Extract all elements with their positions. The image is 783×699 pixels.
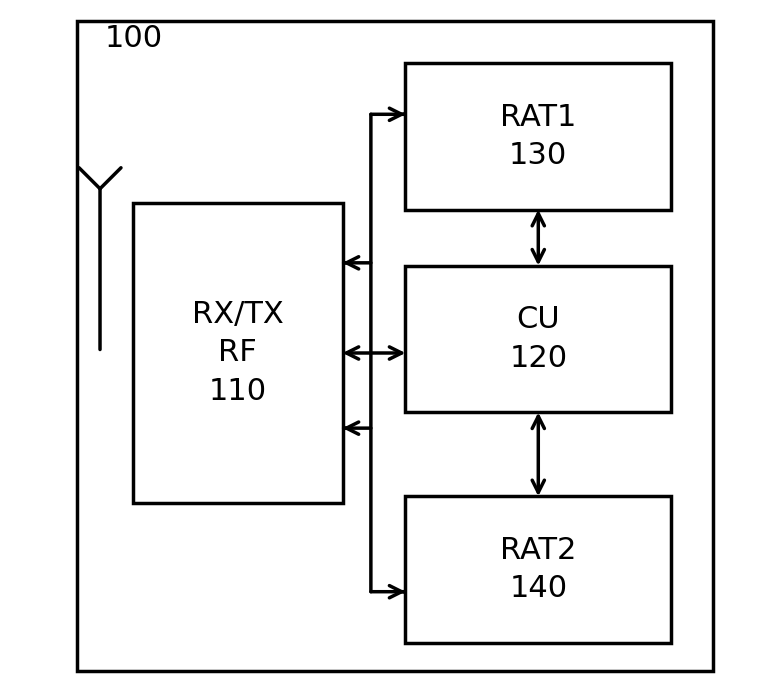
Bar [133,203,343,503]
Text: 120: 120 [509,344,568,373]
Text: RX/TX: RX/TX [192,300,283,329]
Text: CU: CU [517,305,560,334]
Text: RAT1: RAT1 [500,103,576,131]
Text: RAT2: RAT2 [500,536,576,565]
Text: 140: 140 [509,575,568,603]
Text: RF: RF [218,338,257,368]
Text: 110: 110 [208,377,267,406]
Text: 100: 100 [105,24,163,53]
Text: 130: 130 [509,141,568,170]
Bar [406,63,671,210]
Bar [406,496,671,643]
Bar [406,266,671,412]
